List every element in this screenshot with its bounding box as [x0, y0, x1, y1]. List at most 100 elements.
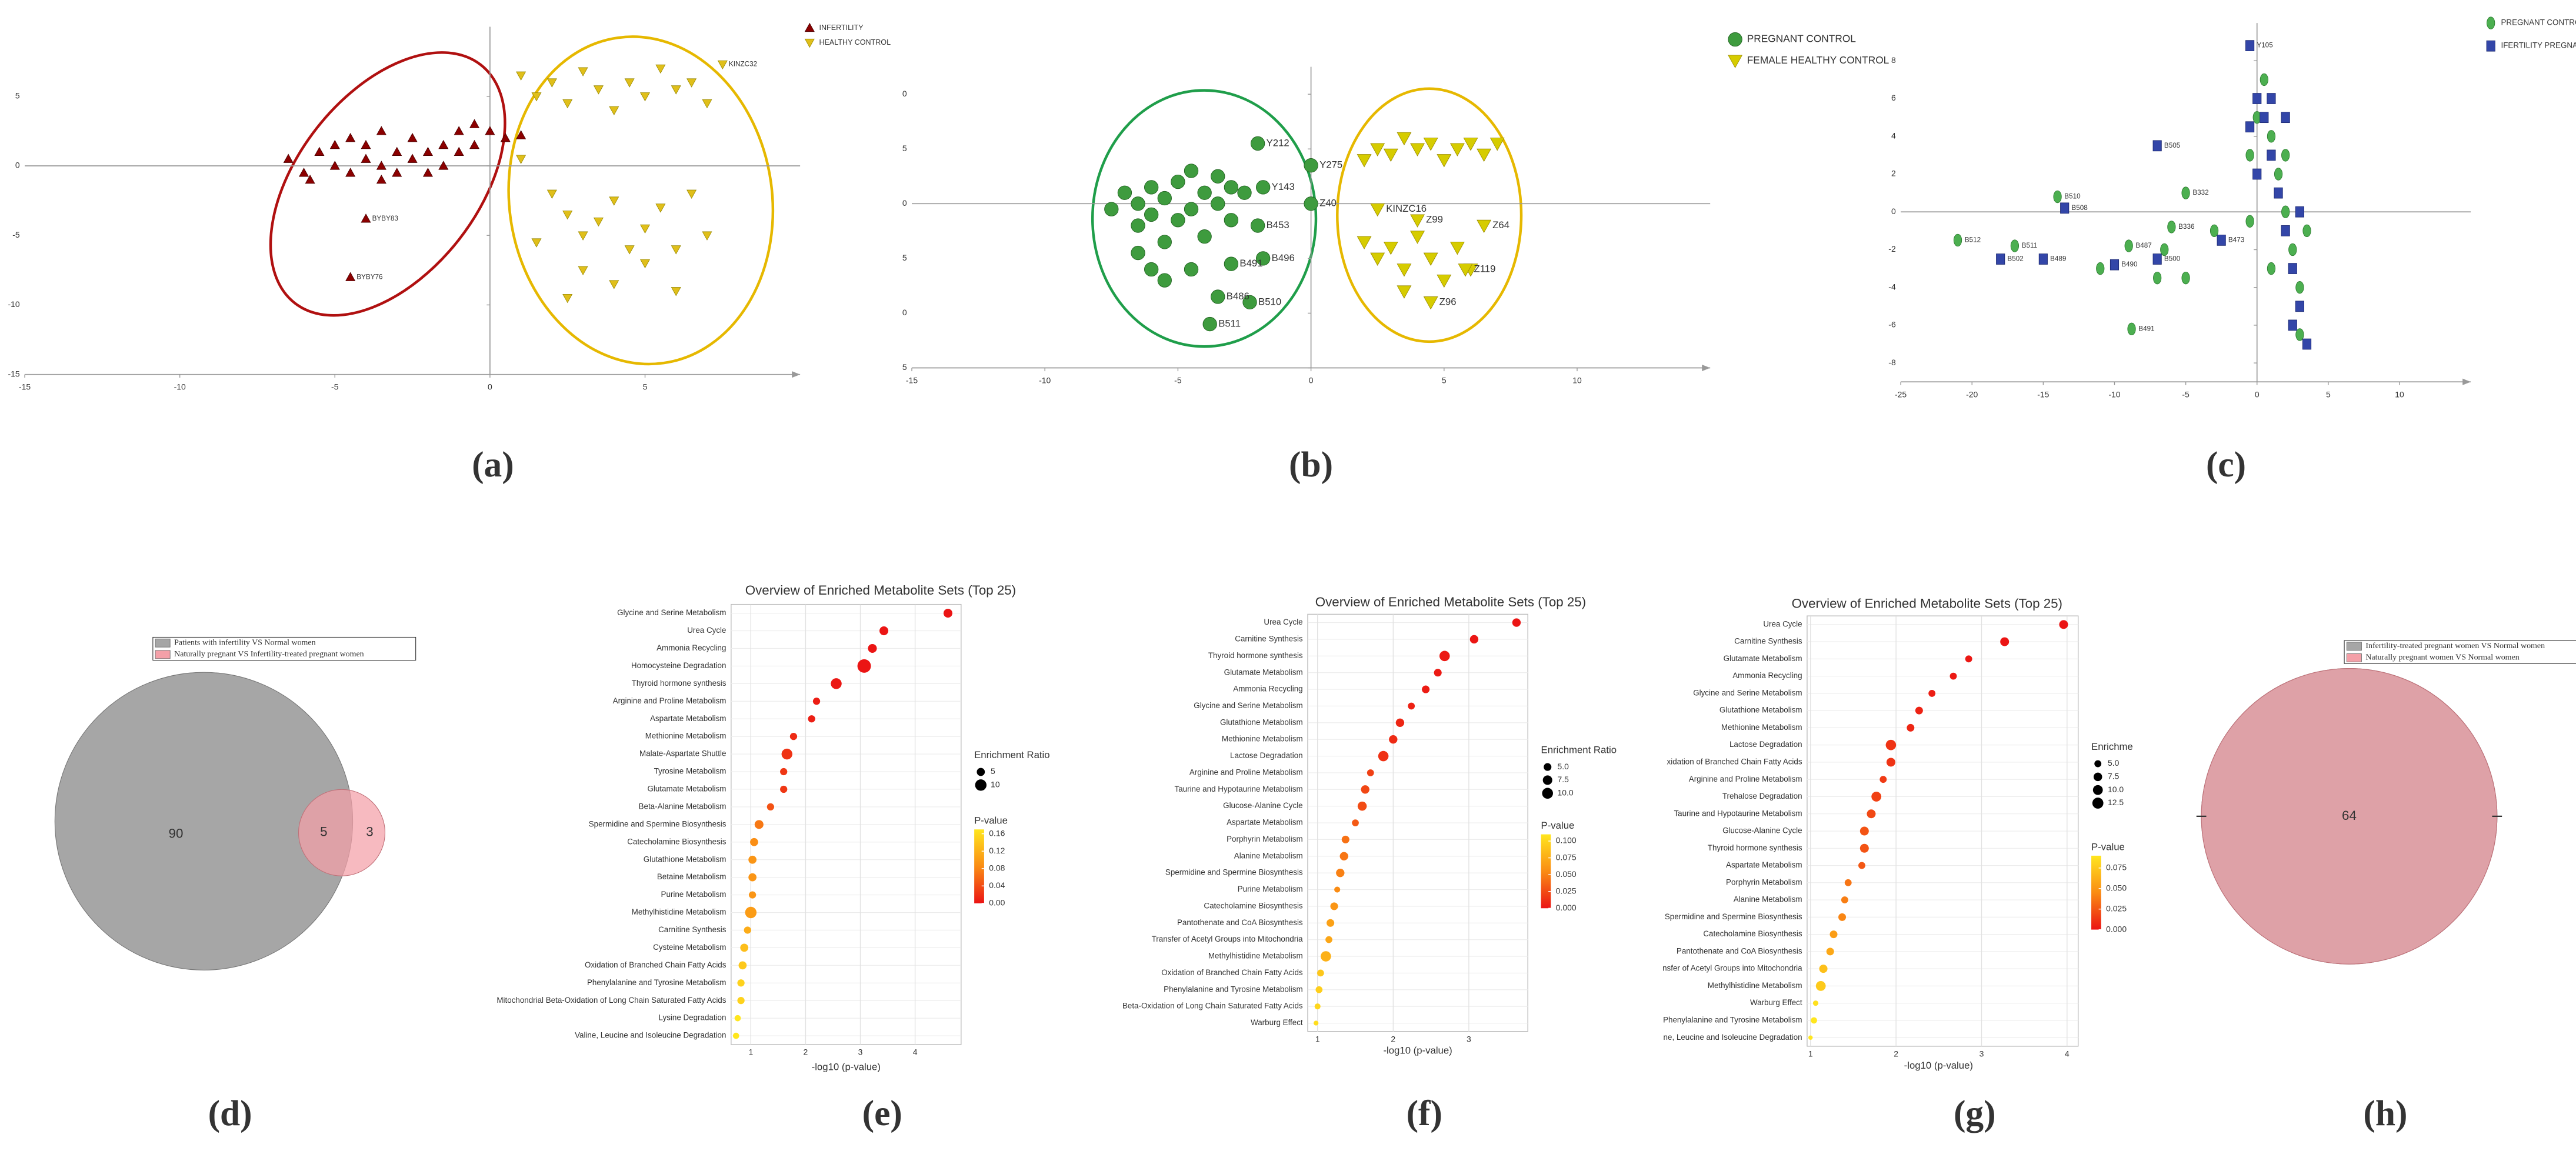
color-tick-label: 0.100 [1556, 836, 1577, 845]
x-axis-label: -log10 (p-value) [1904, 1060, 1973, 1071]
y-tick-label: 6 [1891, 93, 1896, 102]
point [2295, 206, 2304, 218]
legend-swatch [2346, 642, 2362, 651]
dot [1378, 750, 1389, 762]
x-tick-label: -5 [1174, 376, 1182, 385]
category-label: Homocysteine Degradation [631, 661, 727, 670]
panel-label: (e) [862, 1093, 902, 1133]
dot [1871, 792, 1882, 802]
y-tick-label: -6 [1888, 320, 1896, 329]
category-label: Arginine and Proline Metabolism [613, 696, 727, 705]
legend-swatch [2346, 653, 2362, 662]
dot [789, 733, 798, 740]
category-label: Pantothenate and CoA Biosynthesis [1177, 918, 1303, 927]
dot [812, 698, 821, 705]
dot [879, 626, 889, 636]
category-label: Catecholamine Biosynthesis [1204, 901, 1303, 910]
point [2295, 281, 2304, 294]
point [2181, 186, 2190, 199]
panel-label: (a) [472, 445, 514, 485]
point [2160, 243, 2169, 256]
point [376, 161, 386, 170]
dot [780, 768, 788, 776]
point [624, 78, 635, 88]
dot [1859, 843, 1869, 853]
dot [737, 997, 745, 1005]
x-tick-label: 4 [2065, 1049, 2070, 1058]
point [2295, 301, 2304, 312]
color-tick-label: 0.04 [989, 880, 1005, 890]
legend-swatch [155, 638, 171, 648]
category-label: Taurine and Hypotaurine Metabolism [1175, 785, 1303, 793]
x-tick-label: 2 [1391, 1034, 1395, 1043]
color-tick-label: 0.075 [2106, 863, 2127, 872]
size-legend-dot [975, 779, 987, 791]
category-label: Thyroid hormone synthesis [632, 679, 727, 688]
point [2245, 40, 2255, 51]
point [2010, 239, 2020, 252]
chart-title: Overview of Enriched Metabolite Sets (To… [1792, 596, 2062, 611]
panel-label: (h) [2363, 1093, 2407, 1133]
category-label: Urea Cycle [1264, 618, 1302, 626]
point [1250, 136, 1265, 151]
point [578, 67, 588, 76]
point-label: B486 [1227, 291, 1249, 302]
point [1144, 207, 1159, 222]
point [2210, 224, 2219, 238]
category-label: Urea Cycle [1763, 619, 1802, 628]
y-tick-label: 5 [902, 144, 907, 153]
dot [748, 891, 757, 899]
point [345, 133, 356, 142]
x-tick-label: 5 [2326, 389, 2331, 399]
point [2245, 215, 2254, 228]
point [1953, 233, 1962, 247]
dot [732, 1032, 739, 1039]
point [2124, 239, 2133, 252]
legend-label: IFERTILITY PREGNANT [2501, 41, 2576, 50]
point [1117, 185, 1132, 200]
point [2288, 319, 2297, 331]
point [639, 224, 651, 234]
point-label: B502 [2007, 255, 2023, 263]
legend-marker [804, 22, 815, 32]
point [1423, 138, 1438, 151]
y-tick-label: -8 [1888, 358, 1896, 367]
point [1131, 218, 1145, 233]
point [1256, 180, 1271, 195]
category-label: Ammonia Recycling [657, 643, 726, 652]
y-tick-label: 5 [902, 362, 907, 372]
point [1370, 203, 1385, 217]
legend-label: INFERTILITY [819, 24, 864, 32]
dot [1367, 769, 1374, 776]
x-axis-label: -log10 (p-value) [1383, 1045, 1452, 1056]
dot [740, 943, 749, 952]
point [1996, 253, 2005, 265]
y-tick-label: -5 [12, 230, 20, 239]
point [2281, 112, 2290, 124]
point [1397, 285, 1412, 299]
category-label: Catecholamine Biosynthesis [1703, 929, 1802, 938]
point [671, 245, 681, 255]
point [361, 213, 371, 223]
point [283, 154, 294, 163]
color-tick-label: 0.000 [1556, 903, 1577, 912]
point [1237, 185, 1252, 200]
category-label: Porphyrin Metabolism [1726, 878, 1802, 886]
legend-label: PREGNANT CONTROL [1747, 33, 1857, 45]
legend-label: Patients with infertility VS Normal wome… [174, 638, 315, 647]
axis-arrow [792, 371, 801, 378]
size-legend-label: 5.0 [2108, 758, 2120, 768]
confidence-ellipse [1336, 87, 1523, 343]
x-tick-label: -10 [174, 382, 186, 392]
point-label: B473 [2228, 236, 2244, 244]
region-count: 64 [2342, 808, 2357, 823]
y-tick-label: 5 [15, 91, 20, 100]
dot [808, 715, 815, 723]
point [1477, 148, 1492, 162]
category-label: Mitochondrial Beta-Oxidation of Long Cha… [496, 996, 726, 1005]
point [1458, 263, 1473, 277]
point [1410, 143, 1425, 156]
point-label: B332 [2192, 189, 2208, 196]
panel-label: (b) [1289, 445, 1333, 485]
legend-label: PREGNANT CONTROL [2501, 18, 2576, 27]
